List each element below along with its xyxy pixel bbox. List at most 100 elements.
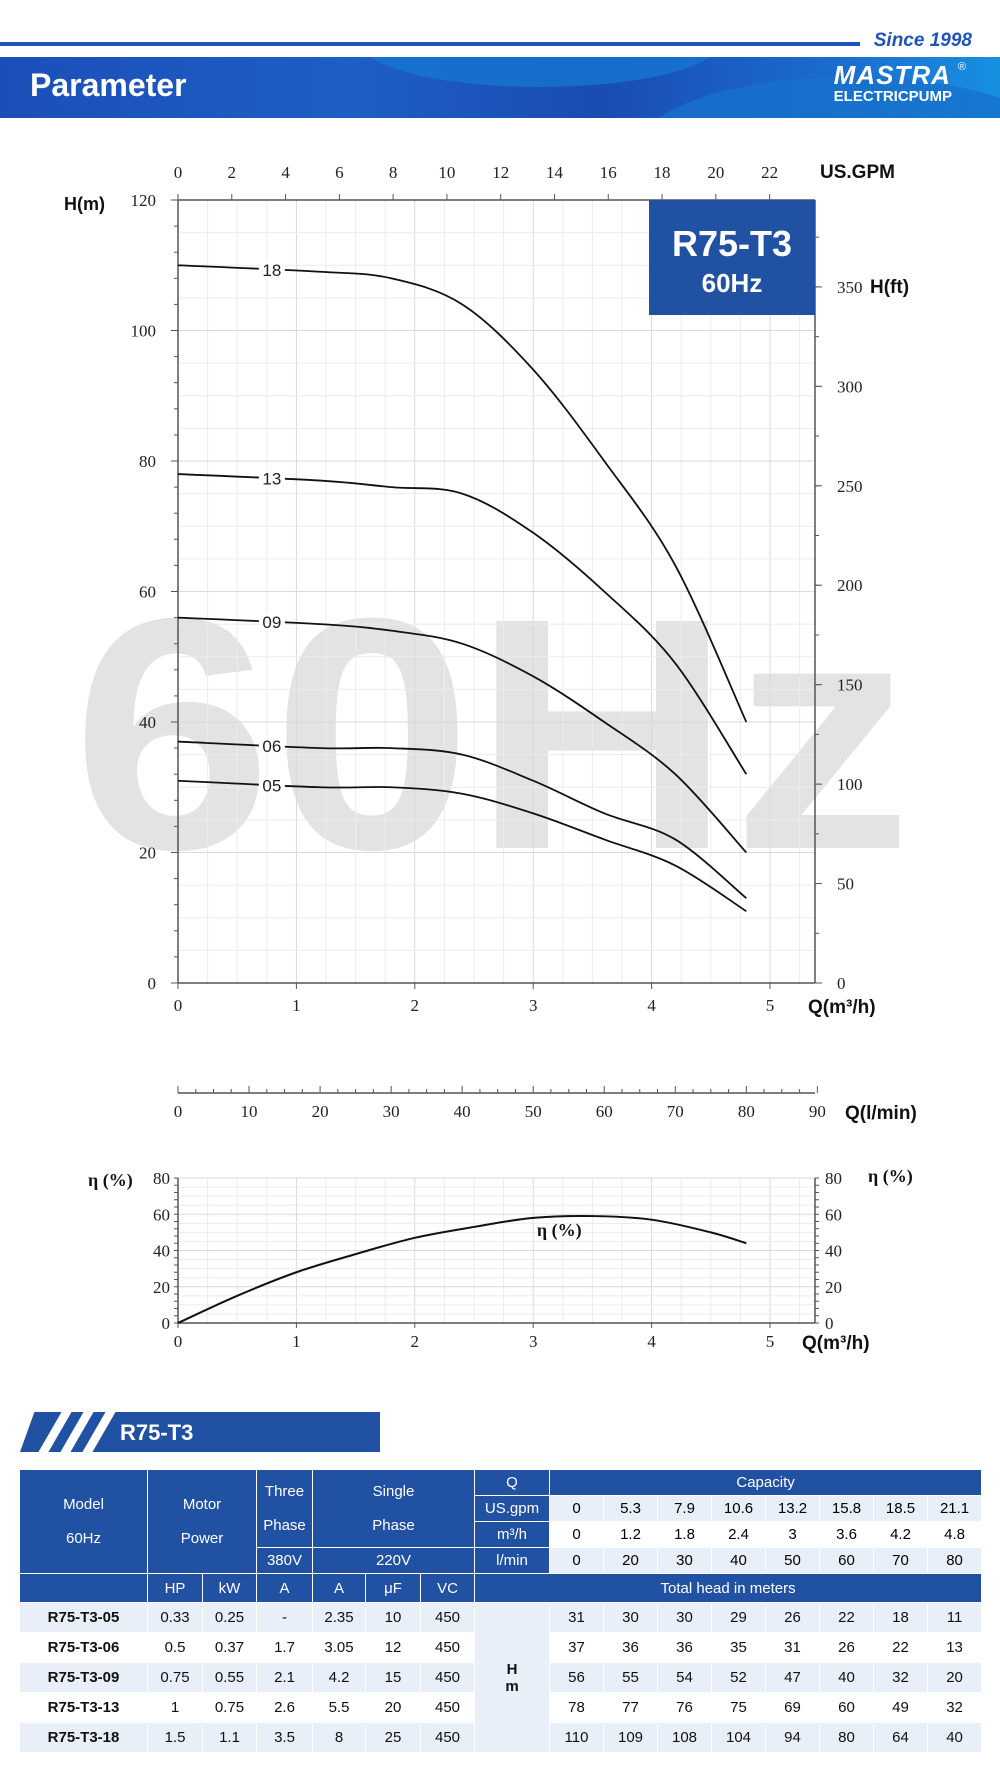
head-value: 31 bbox=[765, 1632, 820, 1663]
eff-x-tick-label: 4 bbox=[647, 1332, 656, 1351]
section-title: R75-T3 bbox=[120, 1420, 194, 1445]
head-value: 22 bbox=[819, 1602, 874, 1633]
m3h-value: 1.8 bbox=[657, 1521, 712, 1548]
m3h-value: 2.4 bbox=[711, 1521, 766, 1548]
header-rule bbox=[0, 42, 860, 46]
registered-icon: ® bbox=[957, 61, 966, 73]
eff-y-tick-label-right: 20 bbox=[825, 1278, 842, 1297]
gpm-value: 18.5 bbox=[873, 1495, 928, 1522]
a1-cell: 5.5 bbox=[312, 1692, 366, 1723]
model-cell: R75-T3-05 bbox=[19, 1602, 148, 1633]
head-value: 52 bbox=[711, 1662, 766, 1693]
gpm-tick-label: 14 bbox=[546, 163, 564, 182]
lmin-tick-label: 10 bbox=[241, 1102, 258, 1121]
model-cell: R75-T3-13 bbox=[19, 1692, 148, 1723]
ft-axis-label: H(ft) bbox=[870, 277, 909, 298]
gpm-value: 13.2 bbox=[765, 1495, 820, 1522]
model-title-box bbox=[649, 200, 815, 315]
lmin-value: 30 bbox=[657, 1547, 712, 1574]
eff-y-tick-label-right: 40 bbox=[825, 1242, 842, 1261]
gpm-value: 15.8 bbox=[819, 1495, 874, 1522]
y-tick-label: 80 bbox=[139, 452, 156, 471]
y-tick-label: 120 bbox=[131, 191, 157, 210]
m3h-value: 3.6 bbox=[819, 1521, 874, 1548]
gpm-tick-label: 0 bbox=[174, 163, 183, 182]
lmin-value: 40 bbox=[711, 1547, 766, 1574]
head-value: 13 bbox=[926, 1632, 983, 1663]
lmin-tick-label: 30 bbox=[383, 1102, 400, 1121]
head-value: 60 bbox=[819, 1692, 874, 1723]
head-curve-09 bbox=[177, 616, 747, 854]
table-row: R75-T3-09 0.75 0.55 2.1 4.2 15 450 56 55 54 52 47 40… bbox=[19, 1662, 983, 1693]
lmin-value: 20 bbox=[603, 1547, 658, 1574]
vc-cell: 450 bbox=[420, 1632, 475, 1663]
curve-label-bg bbox=[258, 776, 285, 795]
efficiency-curve bbox=[177, 1214, 747, 1324]
m3h-value: 4.8 bbox=[926, 1521, 983, 1548]
efficiency-curve-label: η (%) bbox=[537, 1220, 582, 1241]
head-curve-05 bbox=[177, 779, 747, 912]
eff-x-tick-label: 3 bbox=[529, 1332, 538, 1351]
eff-x-axis-label: Q(m³/h) bbox=[802, 1333, 870, 1354]
m3h-unit: m³/h bbox=[474, 1521, 550, 1548]
motor-power-header: Motor Power bbox=[147, 1469, 257, 1574]
head-value: 108 bbox=[657, 1722, 712, 1753]
amp1-unit: A bbox=[312, 1573, 366, 1603]
model-cell: R75-T3-09 bbox=[19, 1662, 148, 1693]
y-tick-label: 0 bbox=[148, 974, 157, 993]
curve-label: 05 bbox=[262, 776, 281, 795]
a1-cell: 8 bbox=[312, 1722, 366, 1753]
gpm-axis-label: US.GPM bbox=[820, 162, 895, 183]
amp3-unit: A bbox=[256, 1573, 313, 1603]
x-tick-label: 0 bbox=[174, 996, 183, 1015]
x-tick-label: 4 bbox=[647, 996, 656, 1015]
frequency-subtitle: 60Hz bbox=[702, 268, 763, 298]
y-tick-label: 100 bbox=[131, 322, 157, 341]
eff-y-axis-label-right: η (%) bbox=[868, 1166, 913, 1187]
head-value: 47 bbox=[765, 1662, 820, 1693]
single-phase-header: Single Phase bbox=[312, 1469, 475, 1548]
gpm-tick-label: 8 bbox=[389, 163, 398, 182]
y-tick-label: 20 bbox=[139, 844, 156, 863]
curve-label-bg bbox=[258, 469, 285, 488]
curve-label-bg bbox=[258, 737, 285, 756]
uf-cell: 10 bbox=[365, 1602, 421, 1633]
vc-cell: 450 bbox=[420, 1662, 475, 1693]
x-tick-label: 3 bbox=[529, 996, 538, 1015]
head-value: 56 bbox=[549, 1662, 604, 1693]
curve-label-bg bbox=[258, 613, 285, 632]
vc-unit: VC bbox=[420, 1573, 475, 1603]
head-value: 20 bbox=[926, 1662, 983, 1693]
head-value: 32 bbox=[926, 1692, 983, 1723]
gpm-tick-label: 2 bbox=[228, 163, 237, 182]
lmin-tick-label: 70 bbox=[667, 1102, 684, 1121]
section-title-bar: R75-T3 bbox=[20, 1412, 380, 1452]
head-value: 29 bbox=[711, 1602, 766, 1633]
gpm-tick-label: 20 bbox=[707, 163, 724, 182]
eff-y-tick-label-right: 80 bbox=[825, 1169, 842, 1188]
head-value: 94 bbox=[765, 1722, 820, 1753]
lmin-value: 0 bbox=[549, 1547, 604, 1574]
y-tick-label: 40 bbox=[139, 713, 156, 732]
ft-tick-label: 100 bbox=[837, 775, 863, 794]
y-axis-label: H(m) bbox=[64, 194, 105, 214]
m3h-value: 0 bbox=[549, 1521, 604, 1548]
a3-cell: 2.6 bbox=[256, 1692, 313, 1723]
uf-cell: 25 bbox=[365, 1722, 421, 1753]
head-value: 26 bbox=[765, 1602, 820, 1633]
head-curve-06 bbox=[177, 740, 747, 899]
head-value: 18 bbox=[873, 1602, 928, 1633]
gpm-tick-label: 18 bbox=[654, 163, 671, 182]
ft-tick-label: 250 bbox=[837, 477, 863, 496]
m-label: m bbox=[505, 1677, 519, 1695]
eff-y-tick-label: 0 bbox=[162, 1314, 171, 1333]
ft-tick-label: 0 bbox=[837, 974, 846, 993]
brand-logo: MASTRA ELECTRICPUMP ® bbox=[834, 61, 966, 105]
a3-cell: 1.7 bbox=[256, 1632, 313, 1663]
eff-x-tick-label: 5 bbox=[766, 1332, 775, 1351]
head-value: 55 bbox=[603, 1662, 658, 1693]
gpm-value: 0 bbox=[549, 1495, 604, 1522]
gpm-value: 7.9 bbox=[657, 1495, 712, 1522]
lmin-tick-label: 40 bbox=[454, 1102, 471, 1121]
